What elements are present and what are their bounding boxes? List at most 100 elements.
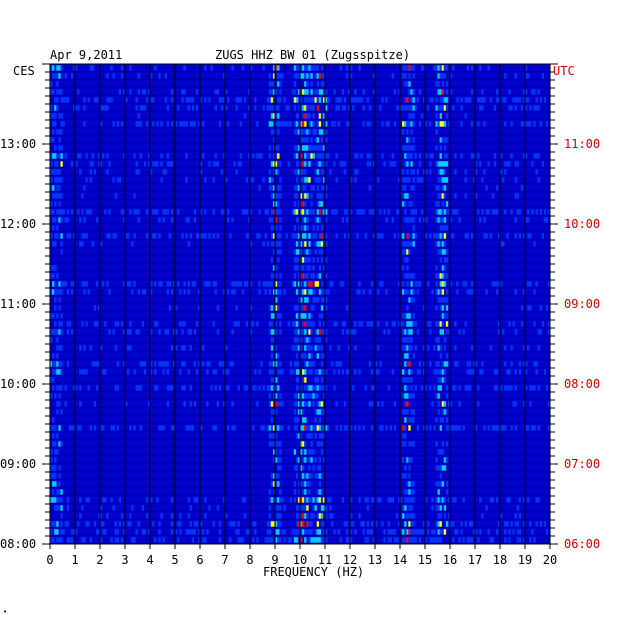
spectrogram-cell xyxy=(170,89,174,95)
spectrogram-cell xyxy=(185,177,188,183)
spectrogram-cell xyxy=(422,97,426,103)
spectrogram-cell xyxy=(541,73,545,79)
spectrogram-cell xyxy=(331,513,334,519)
spectrogram-cell xyxy=(450,425,453,431)
spectrogram-cell xyxy=(56,401,59,407)
spectrogram-cell xyxy=(514,425,517,431)
spectrogram-cell xyxy=(308,281,311,287)
spectrogram-cell xyxy=(418,161,422,167)
spectrogram-cell xyxy=(462,497,465,503)
spectrogram-cell xyxy=(118,89,122,95)
spectrogram-cell xyxy=(293,417,297,423)
spectrogram-cell xyxy=(322,521,326,527)
spectrogram-cell xyxy=(216,505,220,511)
spectrogram-cell xyxy=(108,329,111,335)
spectrogram-cell xyxy=(343,209,347,215)
spectrogram-cell xyxy=(316,153,320,159)
spectrogram-cell xyxy=(402,121,405,127)
spectrogram-cell xyxy=(435,537,438,543)
spectrogram-cell xyxy=(50,289,53,295)
spectrogram-cell xyxy=(141,361,145,367)
spectrogram-cell xyxy=(439,97,442,103)
spectrogram-cell xyxy=(445,441,449,447)
spectrogram-cell xyxy=(308,145,311,151)
spectrogram-cell xyxy=(272,425,276,431)
spectrogram-cell xyxy=(402,249,405,255)
spectrogram-cell xyxy=(431,153,434,159)
spectrogram-cell xyxy=(50,361,53,367)
spectrogram-cell xyxy=(306,177,309,183)
spectrogram-cell xyxy=(435,289,438,295)
spectrogram-cell xyxy=(404,241,407,247)
spectrogram-cell xyxy=(177,537,180,543)
spectrogram-cell xyxy=(58,201,61,207)
spectrogram-cell xyxy=(154,537,157,543)
spectrogram-cell xyxy=(339,281,342,287)
spectrogram-cell xyxy=(443,97,447,103)
spectrogram-cell xyxy=(410,121,413,127)
spectrogram-cell xyxy=(277,473,280,479)
spectrogram-cell xyxy=(277,481,280,487)
spectrogram-cell xyxy=(358,209,361,215)
spectrogram-cell xyxy=(441,369,445,375)
spectrogram-cell xyxy=(256,153,259,159)
spectrogram-cell xyxy=(479,529,482,535)
spectrogram-cell xyxy=(200,425,203,431)
spectrogram-cell xyxy=(435,241,438,247)
spectrogram-cell xyxy=(322,329,326,335)
spectrogram-cell xyxy=(85,497,88,503)
spectrogram-cell xyxy=(504,97,507,103)
spectrogram-cell xyxy=(445,329,449,335)
spectrogram-cell xyxy=(62,529,65,535)
spectrogram-cell xyxy=(533,153,536,159)
spectrogram-cell xyxy=(275,209,278,215)
spectrogram-cell xyxy=(268,169,272,175)
spectrogram-cell xyxy=(333,385,336,391)
spectrogram-cell xyxy=(310,473,313,479)
spectrogram-cell xyxy=(402,177,405,183)
spectrogram-cell xyxy=(437,169,440,175)
spectrogram-cell xyxy=(256,401,259,407)
spectrogram-cell xyxy=(237,385,240,391)
spectrogram-cell xyxy=(404,177,407,183)
spectrogram-cell xyxy=(314,473,317,479)
spectrogram-cell xyxy=(166,289,170,295)
spectrogram-cell xyxy=(441,241,445,247)
spectrogram-cell xyxy=(443,177,447,183)
spectrogram-cell xyxy=(379,281,382,287)
spectrogram-cell xyxy=(56,409,59,415)
spectrogram-cell xyxy=(50,201,53,207)
spectrogram-cell xyxy=(177,281,180,287)
spectrogram-cell xyxy=(295,185,299,191)
spectrogram-cell xyxy=(441,233,445,239)
spectrogram-cell xyxy=(408,425,411,431)
spectrogram-cell xyxy=(531,425,534,431)
spectrogram-cell xyxy=(408,529,411,535)
spectrogram-cell xyxy=(522,233,526,239)
spectrogram-cell xyxy=(254,105,257,111)
spectrogram-cell xyxy=(356,169,359,175)
spectrogram-cell xyxy=(485,233,488,239)
spectrogram-cell xyxy=(300,73,303,79)
spectrogram-cell xyxy=(295,401,299,407)
spectrogram-cell xyxy=(310,89,313,95)
spectrogram-cell xyxy=(454,529,457,535)
spectrogram-cell xyxy=(104,369,107,375)
spectrogram-cell xyxy=(358,513,361,519)
spectrogram-cell xyxy=(302,193,305,199)
spectrogram-cell xyxy=(302,281,305,287)
spectrogram-cell xyxy=(295,217,299,223)
spectrogram-cell xyxy=(304,225,307,231)
spectrogram-cell xyxy=(525,97,528,103)
spectrogram-cell xyxy=(370,209,374,215)
spectrogram-cell xyxy=(270,329,274,335)
spectrogram-cell xyxy=(316,489,320,495)
spectrogram-cell xyxy=(250,329,253,335)
spectrogram-cell xyxy=(272,193,276,199)
spectrogram-cell xyxy=(302,185,305,191)
spectrogram-cell xyxy=(381,153,384,159)
spectrogram-cell xyxy=(58,361,61,367)
spectrogram-cell xyxy=(516,505,520,511)
spectrogram-cell xyxy=(56,97,59,103)
spectrogram-cell xyxy=(320,145,324,151)
